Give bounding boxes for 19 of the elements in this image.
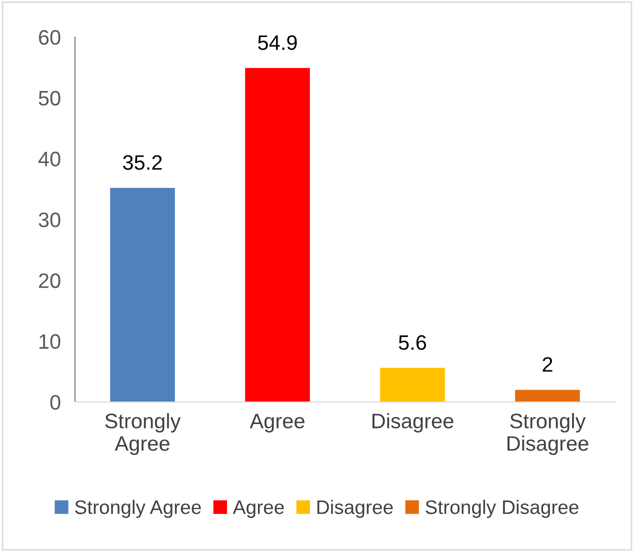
y-tick-label: 30 bbox=[38, 212, 60, 228]
x-tick-label: Strongly Disagree bbox=[508, 413, 588, 455]
legend-label: Strongly Agree bbox=[75, 500, 201, 518]
legend-label: Agree bbox=[232, 500, 284, 518]
x-tick-label: Disagree bbox=[372, 413, 454, 433]
y-tick-label: 60 bbox=[39, 30, 60, 45]
y-tick-label: 10 bbox=[40, 334, 60, 349]
y-tick-label: 20 bbox=[38, 273, 60, 288]
legend-label: Strongly Disagree bbox=[426, 500, 578, 518]
x-tick-label: Strongly Agree bbox=[105, 413, 181, 455]
data-label: 35.2 bbox=[123, 155, 162, 170]
data-label: 5.6 bbox=[398, 335, 426, 350]
y-tick-label: 50 bbox=[38, 90, 60, 106]
y-tick-label: 0 bbox=[50, 395, 60, 410]
legend-label: Disagree bbox=[317, 500, 393, 518]
x-tick-label: Agree bbox=[250, 414, 304, 433]
data-label: 54.9 bbox=[258, 35, 297, 50]
y-tick-label: 40 bbox=[38, 152, 60, 166]
data-label: 2 bbox=[542, 357, 552, 372]
